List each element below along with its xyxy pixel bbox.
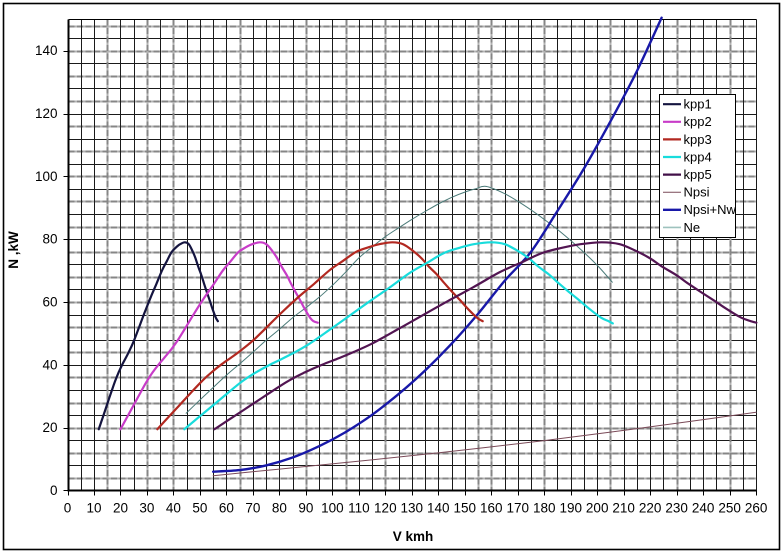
svg-text:kpp3: kpp3 <box>684 132 712 147</box>
svg-text:140: 140 <box>427 501 450 516</box>
svg-text:kpp1: kpp1 <box>684 97 712 112</box>
svg-text:100: 100 <box>35 169 58 184</box>
svg-text:130: 130 <box>401 501 424 516</box>
svg-text:80: 80 <box>272 501 287 516</box>
svg-text:180: 180 <box>533 501 556 516</box>
svg-text:50: 50 <box>192 501 207 516</box>
svg-text:110: 110 <box>348 501 370 516</box>
svg-text:80: 80 <box>42 232 57 247</box>
svg-text:140: 140 <box>35 43 58 58</box>
svg-text:190: 190 <box>559 501 582 516</box>
svg-text:Npsi: Npsi <box>684 185 710 200</box>
svg-text:160: 160 <box>480 501 503 516</box>
svg-text:60: 60 <box>42 295 57 310</box>
svg-text:210: 210 <box>612 501 635 516</box>
svg-text:200: 200 <box>586 501 609 516</box>
svg-text:150: 150 <box>454 501 477 516</box>
svg-text:250: 250 <box>718 501 741 516</box>
svg-text:kpp4: kpp4 <box>684 149 712 164</box>
svg-text:120: 120 <box>374 501 397 516</box>
svg-text:20: 20 <box>113 501 128 516</box>
svg-text:30: 30 <box>139 501 154 516</box>
svg-text:Ne: Ne <box>684 220 701 235</box>
svg-text:kpp5: kpp5 <box>684 167 712 182</box>
svg-text:170: 170 <box>506 501 529 516</box>
svg-text:0: 0 <box>64 501 72 516</box>
svg-text:100: 100 <box>321 501 344 516</box>
svg-text:40: 40 <box>166 501 181 516</box>
svg-text:kpp2: kpp2 <box>684 114 712 129</box>
svg-text:20: 20 <box>42 420 57 435</box>
svg-text:260: 260 <box>745 501 768 516</box>
svg-text:60: 60 <box>219 501 234 516</box>
svg-text:240: 240 <box>692 501 715 516</box>
svg-text:230: 230 <box>665 501 688 516</box>
svg-text:0: 0 <box>50 483 58 498</box>
svg-text:N ,kW: N ,kW <box>6 231 21 269</box>
svg-text:220: 220 <box>639 501 662 516</box>
svg-text:70: 70 <box>245 501 260 516</box>
svg-text:90: 90 <box>298 501 313 516</box>
svg-text:10: 10 <box>86 501 101 516</box>
svg-text:V kmh: V kmh <box>393 529 434 544</box>
svg-text:Npsi+Nw: Npsi+Nw <box>684 202 737 217</box>
svg-text:120: 120 <box>35 106 58 121</box>
svg-text:40: 40 <box>42 357 57 372</box>
